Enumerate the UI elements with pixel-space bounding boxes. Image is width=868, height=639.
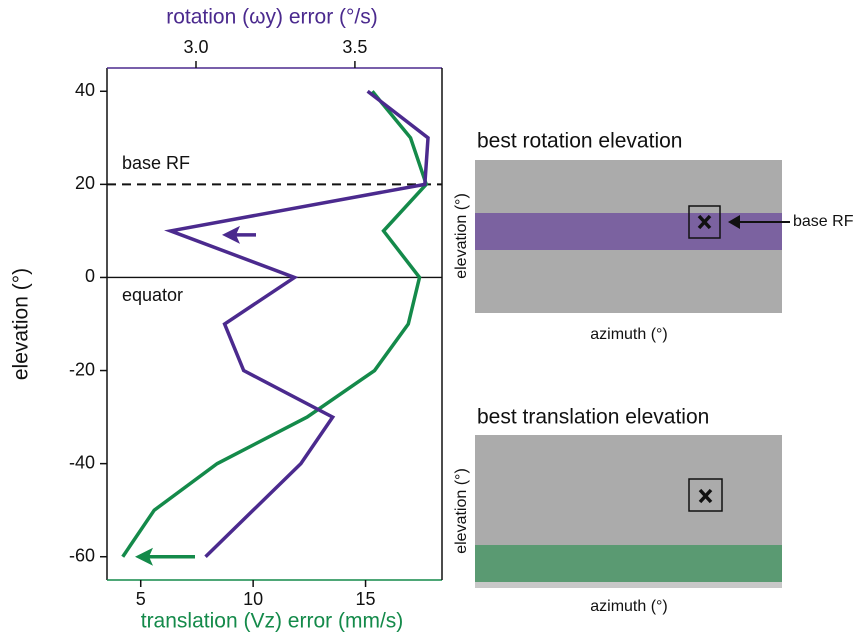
x-axis-label: translation (Vz) error (mm/s) — [141, 610, 404, 633]
x-tick-label: 15 — [356, 589, 376, 609]
inset-title: best rotation elevation — [477, 130, 682, 153]
inset-strip — [475, 582, 782, 588]
inset-xlabel: azimuth (°) — [590, 326, 668, 343]
inset-xlabel: azimuth (°) — [590, 598, 668, 615]
y-tick-label: -40 — [69, 452, 95, 472]
rf-cross — [697, 214, 712, 230]
arrow-head — [135, 547, 153, 566]
y-tick-label: -20 — [69, 359, 95, 379]
y-tick-label: -60 — [69, 545, 95, 565]
series-line — [121, 90, 429, 558]
x-tick-label: 5 — [136, 589, 146, 609]
inset-rotation: best rotation elevation base RF elevatio… — [453, 130, 853, 344]
rf-box — [688, 205, 721, 239]
y-tick-label: 20 — [75, 173, 95, 193]
x-tick-label: 10 — [243, 589, 263, 609]
y-axis-label: elevation (°) — [10, 268, 33, 380]
rf-box — [688, 478, 723, 512]
inset-ylabel: elevation (°) — [453, 468, 470, 554]
y-tick-label: 0 — [85, 266, 95, 286]
y-tick-label: 40 — [75, 80, 95, 100]
arrow-head — [222, 225, 240, 244]
x2-tick-label: 3.0 — [183, 37, 208, 57]
inset-translation: best translation elevation elevation (°)… — [453, 406, 782, 615]
inset-title: best translation elevation — [477, 406, 709, 429]
x2-axis-label: rotation (ωy) error (°/s) — [166, 6, 378, 29]
series-line — [164, 89, 430, 558]
rf-arrow-head — [728, 215, 740, 229]
x2-tick-label: 3.5 — [342, 37, 367, 57]
rf-label: base RF — [793, 213, 854, 230]
reference-label: equator — [122, 285, 183, 305]
inset-band — [475, 213, 782, 250]
rf-cross — [698, 488, 713, 504]
inset-ylabel: elevation (°) — [453, 193, 470, 279]
reference-label: base RF — [122, 153, 190, 173]
inset-band — [475, 545, 782, 582]
